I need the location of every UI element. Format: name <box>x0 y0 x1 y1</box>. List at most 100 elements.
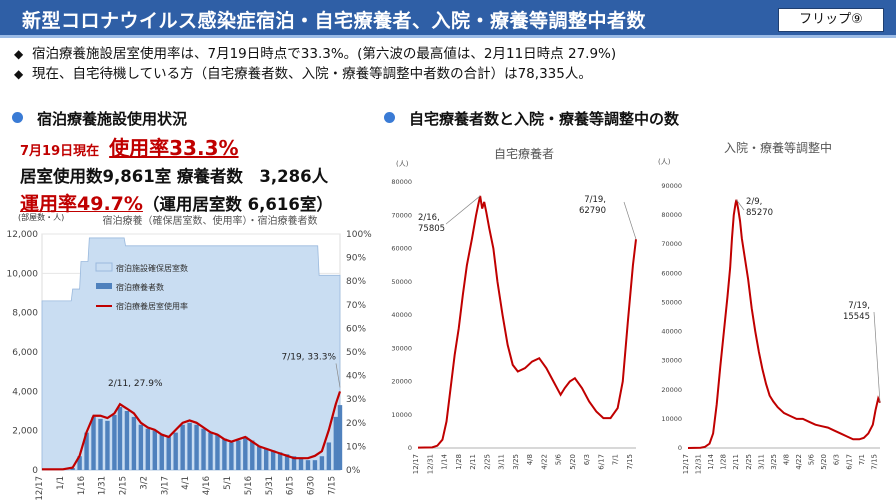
chart3-xtick: 3/25 <box>770 454 778 470</box>
bar-guests <box>180 424 185 470</box>
chart2-xtick: 1/28 <box>455 454 463 470</box>
bar-guests <box>270 450 276 470</box>
chart3-ylabel: (人) <box>658 158 671 166</box>
chart1-title: 宿泊療養（確保居室数、使用率）・宿泊療養者数 <box>103 214 318 227</box>
chart3-ytick: 30000 <box>661 357 682 365</box>
chart3-annotation: 15545 <box>843 312 870 322</box>
title-bar: 新型コロナウイルス感染症宿泊・自宅療養者、入院・療養等調整中者数 フリップ⑨ <box>0 0 896 38</box>
chart2-xtick: 2/25 <box>483 454 491 470</box>
bar-guests <box>257 446 262 470</box>
date-label: 7月19日現在 <box>20 144 100 159</box>
chart1-xtick: 4/1 <box>181 476 191 490</box>
bar-guests <box>263 448 269 470</box>
chart2-xtick: 2/11 <box>469 454 477 470</box>
chart2-xtick: 4/22 <box>540 454 548 470</box>
bullet-text: 現在、自宅待機している方（自宅療養者数、入院・療養等調整中者数の合計）は78,3… <box>32 66 592 82</box>
bar-guests <box>291 456 297 470</box>
bullet-line: ◆ 宿泊療養施設居室使用率は、7月19日時点で33.3%。(第六波の最高値は、2月… <box>14 44 884 64</box>
chart2-xtick: 3/25 <box>512 454 520 470</box>
chart1-xtick: 5/1 <box>223 476 233 490</box>
chart3-xtick: 4/22 <box>795 454 803 470</box>
chart3-annotation: 7/19, <box>848 301 870 311</box>
chart2-ytick: 50000 <box>391 278 412 286</box>
chart3-xtick: 3/11 <box>757 454 765 470</box>
chart2-title: 自宅療養者 <box>494 146 554 161</box>
chart2-xtick: 1/14 <box>441 453 449 469</box>
chart1-ytick-right: 60% <box>346 324 366 334</box>
chart2-xtick: 4/8 <box>526 454 534 465</box>
flip-badge: フリップ⑨ <box>778 8 884 32</box>
legend-label: 宿泊施設確保居室数 <box>116 263 188 273</box>
chart2-series-line <box>417 195 637 449</box>
chart1-ytick-right: 0% <box>346 466 361 476</box>
chart2-xtick: 5/20 <box>569 454 577 470</box>
chart1-ytick-left: 10,000 <box>7 269 39 279</box>
operating-rooms: （運用居室数 6,616室） <box>142 195 333 214</box>
chart1-ytick-right: 100% <box>346 230 372 240</box>
chart1-xtick: 3/2 <box>139 476 149 490</box>
bar-guests <box>333 416 339 470</box>
right-heading-text: 自宅療養者数と入院・療養等調整中の数 <box>409 110 680 128</box>
chart3-xtick: 6/3 <box>833 454 841 465</box>
chart3-ytick: 60000 <box>661 269 682 277</box>
chart3-ytick: 90000 <box>661 182 682 190</box>
chart3-ytick: 80000 <box>661 211 682 219</box>
hotel-usage-chart: 宿泊療養（確保居室数、使用率）・宿泊療養者数 (部屋数・人) 0 2,000 4,0… <box>7 212 373 501</box>
chart2-xtick: 6/3 <box>583 454 591 465</box>
chart2-annotation: 2/16, <box>418 213 440 223</box>
page-title: 新型コロナウイルス感染症宿泊・自宅療養者、入院・療養等調整中者数 <box>22 10 647 32</box>
bar-guests <box>312 460 318 470</box>
chart1-ytick-right: 40% <box>346 372 366 382</box>
line-usage-rate <box>42 391 342 471</box>
chart2-annotation: 75805 <box>418 224 445 234</box>
bar-guests <box>222 438 227 470</box>
rooms-line: 居室使用数9,861室 療養者数 3,286人 <box>20 167 329 186</box>
chart2-annotation: 62790 <box>579 206 606 216</box>
chart2-xtick: 3/11 <box>498 454 506 470</box>
chart3-ytick: 50000 <box>661 298 682 306</box>
chart3-annotation: 85270 <box>746 208 773 218</box>
bar-guests <box>138 424 144 470</box>
chart2-ytick: 30000 <box>391 344 412 352</box>
bar-guests <box>77 456 82 470</box>
left-section-heading: 宿泊療養施設使用状況 <box>12 108 187 129</box>
chart1-xtick: 1/31 <box>98 476 108 495</box>
chart1-ytick-left: 8,000 <box>12 309 38 319</box>
legend-bar-swatch <box>96 283 112 289</box>
chart1-xtick: 6/30 <box>307 476 317 495</box>
bar-guests <box>215 434 220 470</box>
bar-guests <box>277 452 283 470</box>
summary-bullets: ◆ 宿泊療養施設居室使用率は、7月19日時点で33.3%。(第六波の最高値は、2月… <box>14 44 884 84</box>
chart1-xtick: 1/16 <box>77 476 87 495</box>
bar-guests <box>243 436 248 470</box>
bar-guests <box>124 411 130 470</box>
chart1-xtick: 3/17 <box>160 476 170 495</box>
chart3-xtick: 1/14 <box>707 453 715 469</box>
chart2-ytick: 40000 <box>391 311 412 319</box>
chart3-xtick: 4/8 <box>782 454 790 465</box>
chart3-xtick: 12/17 <box>682 454 690 474</box>
chart2-xtick: 7/1 <box>612 454 620 465</box>
usage-line: 7月19日現在 使用率33.3% <box>20 132 390 161</box>
chart1-xtick: 2/15 <box>119 476 129 495</box>
legend-area-swatch <box>95 262 113 272</box>
chart2-ytick: 0 <box>408 444 412 452</box>
chart1-ytick-right: 90% <box>346 254 366 264</box>
chart1-xtick: 5/31 <box>265 476 275 495</box>
chart3-xtick: 12/31 <box>695 454 703 474</box>
bar-guests <box>250 440 255 470</box>
chart1-xtick: 5/16 <box>244 476 254 495</box>
bar-guests <box>84 432 89 470</box>
legend-label: 宿泊療養者数 <box>116 282 164 292</box>
bar-guests <box>319 456 325 470</box>
chart1-ytick-left: 6,000 <box>12 348 38 358</box>
chart2-ytick: 10000 <box>391 411 412 419</box>
chart3-xtick: 7/1 <box>858 454 866 465</box>
bar-guests <box>236 440 241 470</box>
chart2-ytick: 60000 <box>391 245 412 253</box>
chart1-ytick-right: 80% <box>346 277 366 287</box>
circle-bullet-icon <box>384 112 395 123</box>
diamond-bullet-icon: ◆ <box>14 47 24 61</box>
chart2-ytick: 70000 <box>391 211 412 219</box>
chart3-xtick: 2/11 <box>732 454 740 470</box>
